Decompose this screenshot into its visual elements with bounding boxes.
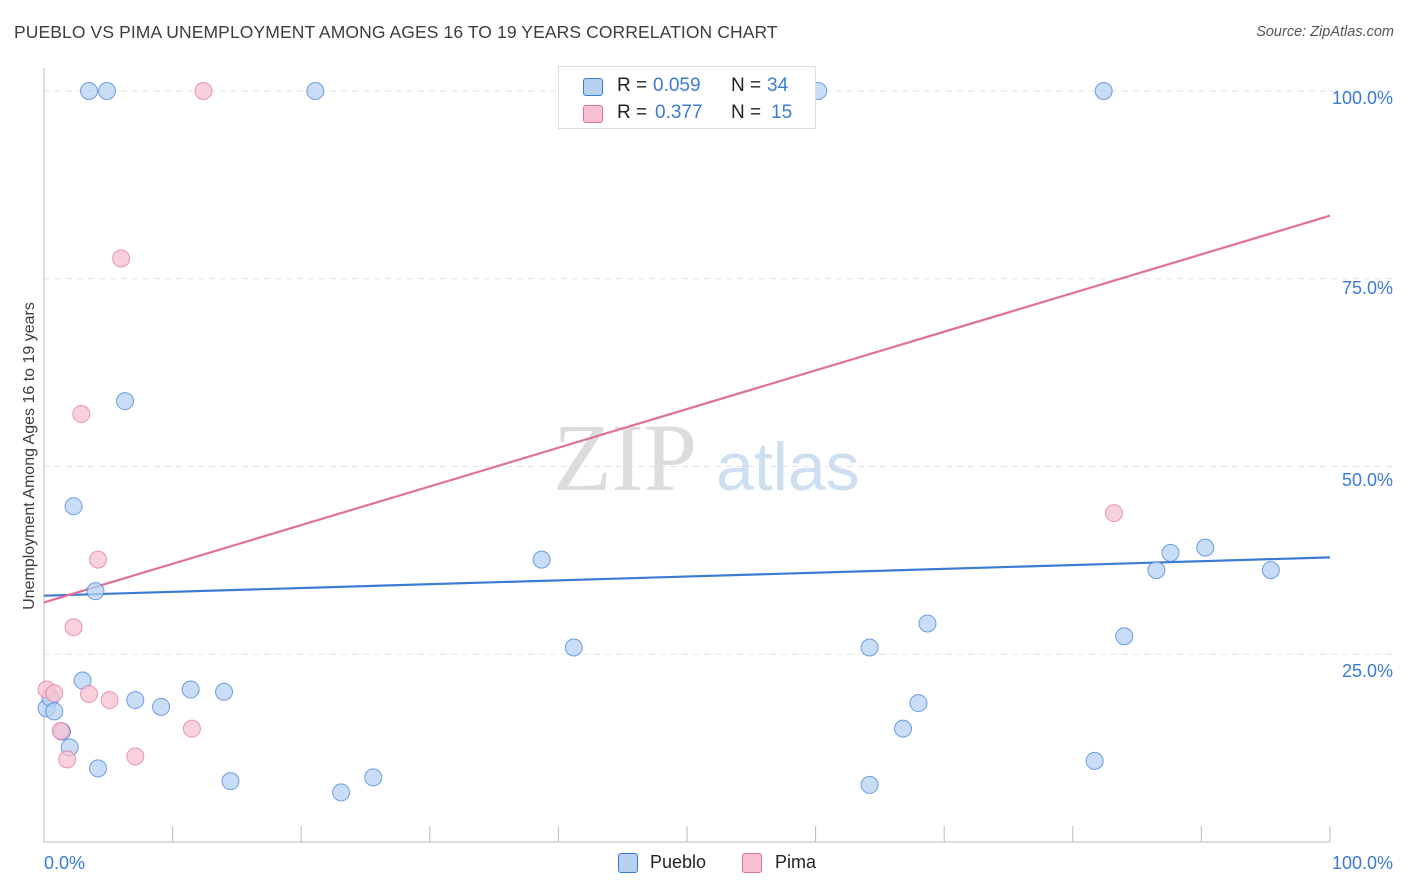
pueblo-point	[1161, 543, 1180, 562]
pueblo-point	[1147, 561, 1166, 580]
pueblo-point	[364, 768, 383, 787]
pueblo-point	[306, 82, 325, 101]
r-label: R =	[617, 102, 648, 123]
pueblo-point	[564, 638, 583, 657]
pima-legend-label: Pima	[775, 852, 817, 872]
pima-point	[194, 82, 213, 101]
pueblo-swatch	[583, 78, 603, 96]
pueblo-legend-swatch	[618, 853, 638, 873]
pueblo-point	[80, 82, 99, 101]
correlation-legend: R = 0.059 N = 34 R = 0.377 N = 15	[558, 66, 816, 129]
pueblo-point	[86, 582, 105, 601]
pueblo-legend-label: Pueblo	[650, 852, 707, 872]
pima-point	[58, 750, 77, 769]
pueblo-point	[89, 759, 108, 778]
y-tick-label-25: 25.0%	[1342, 661, 1393, 681]
pima-point	[80, 685, 99, 704]
pueblo-point	[332, 783, 351, 802]
pueblo-point	[181, 680, 200, 699]
x-tick-label-min: 0.0%	[44, 853, 85, 873]
r-label: R =	[617, 75, 648, 96]
pima-n-value: 15	[771, 102, 793, 123]
pueblo-point	[1196, 538, 1215, 557]
pueblo-point	[1115, 627, 1134, 646]
x-tick-label-max: 100.0%	[1332, 853, 1393, 873]
pueblo-point	[215, 682, 234, 701]
pima-point	[51, 721, 70, 740]
series-legend: Pueblo Pima	[0, 852, 1406, 876]
pueblo-point	[152, 697, 171, 716]
pueblo-point	[1094, 82, 1113, 101]
pima-legend-swatch	[742, 853, 762, 873]
pueblo-point	[918, 614, 937, 633]
pima-r-value: 0.377	[655, 102, 703, 123]
pima-swatch	[583, 105, 603, 123]
pima-trend-line	[43, 214, 1331, 604]
y-tick-label-75: 75.0%	[1342, 278, 1393, 298]
pima-point	[112, 249, 131, 268]
pueblo-trend-line	[43, 556, 1331, 597]
watermark: ZIP atlas	[553, 404, 860, 511]
chart-title: PUEBLO VS PIMA UNEMPLOYMENT AMONG AGES 1…	[14, 22, 778, 42]
pueblo-point	[860, 638, 879, 657]
pueblo-point	[1261, 561, 1280, 580]
watermark-zip: ZIP	[553, 404, 697, 511]
watermark-atlas: atlas	[716, 429, 860, 505]
trend-lines	[43, 214, 1331, 604]
gridlines	[44, 90, 1393, 655]
pima-point	[72, 404, 91, 423]
y-tick-label-50: 50.0%	[1342, 470, 1393, 490]
pueblo-point	[116, 392, 135, 411]
pueblo-point	[909, 694, 928, 713]
pima-point	[1104, 504, 1123, 523]
source-label: Source: ZipAtlas.com	[1256, 24, 1394, 40]
pueblo-n-value: 34	[767, 75, 789, 96]
pueblo-point	[1085, 751, 1104, 770]
pima-point	[182, 719, 201, 738]
pueblo-r-value: 0.059	[653, 75, 701, 96]
pueblo-point	[98, 82, 117, 101]
data-points	[37, 82, 1280, 802]
pima-point	[100, 691, 119, 710]
tick-labels: 0.0% 100.0% 25.0% 50.0% 75.0% 100.0%	[44, 88, 1393, 873]
pueblo-point	[64, 497, 83, 516]
n-label: N =	[731, 75, 762, 96]
pueblo-point	[45, 702, 64, 721]
n-label: N =	[731, 102, 762, 123]
pima-point	[64, 618, 83, 637]
pima-point	[45, 684, 64, 703]
pueblo-point	[532, 550, 551, 569]
y-tick-label-100: 100.0%	[1332, 88, 1393, 108]
pueblo-point	[860, 775, 879, 794]
pima-point	[89, 550, 108, 569]
pueblo-point	[894, 719, 913, 738]
pueblo-point	[221, 772, 240, 791]
pima-point	[126, 747, 145, 766]
pueblo-point	[126, 691, 145, 710]
